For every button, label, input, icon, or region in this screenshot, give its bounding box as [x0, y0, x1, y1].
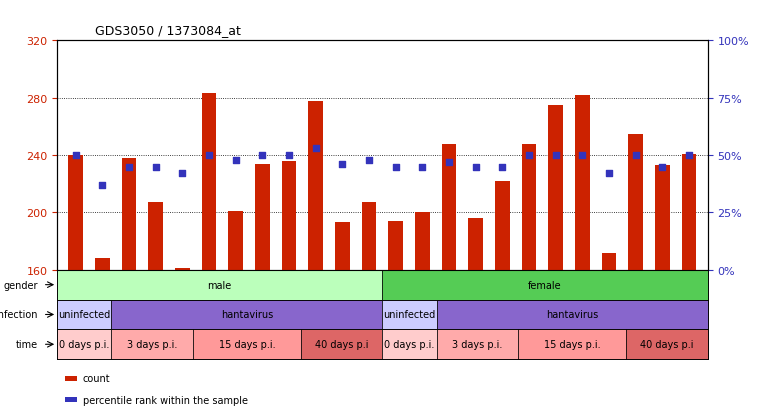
- Text: male: male: [208, 280, 232, 290]
- Text: 0 days p.i.: 0 days p.i.: [59, 339, 110, 349]
- Bar: [437, 300, 708, 330]
- Point: [390, 164, 402, 171]
- Bar: [228, 211, 243, 270]
- Text: GDS3050 / 1373084_at: GDS3050 / 1373084_at: [95, 24, 241, 37]
- Bar: [382, 270, 708, 300]
- Bar: [415, 213, 430, 270]
- Bar: [549, 106, 563, 270]
- Text: time: time: [15, 339, 37, 349]
- Text: female: female: [528, 280, 562, 290]
- Point: [576, 152, 588, 159]
- Bar: [382, 330, 437, 359]
- Bar: [95, 259, 110, 270]
- Point: [256, 152, 269, 159]
- Point: [496, 164, 508, 171]
- Point: [97, 182, 109, 189]
- Text: 15 days p.i.: 15 days p.i.: [218, 339, 275, 349]
- Bar: [388, 221, 403, 270]
- Point: [470, 164, 482, 171]
- Point: [70, 152, 82, 159]
- Bar: [111, 300, 382, 330]
- Bar: [495, 181, 510, 270]
- Bar: [301, 330, 382, 359]
- Point: [150, 164, 162, 171]
- Text: 40 days p.i: 40 days p.i: [640, 339, 694, 349]
- Bar: [57, 270, 382, 300]
- Bar: [175, 269, 189, 270]
- Text: 3 days p.i.: 3 days p.i.: [127, 339, 177, 349]
- Bar: [282, 161, 296, 270]
- Text: 0 days p.i.: 0 days p.i.: [384, 339, 435, 349]
- Bar: [522, 144, 537, 270]
- Text: 40 days p.i: 40 days p.i: [315, 339, 368, 349]
- Text: uninfected: uninfected: [384, 310, 435, 320]
- Text: hantavirus: hantavirus: [221, 310, 273, 320]
- Bar: [437, 330, 518, 359]
- Bar: [122, 159, 136, 270]
- Bar: [193, 330, 301, 359]
- Point: [177, 171, 189, 177]
- Bar: [655, 166, 670, 270]
- Bar: [111, 330, 193, 359]
- Bar: [682, 154, 696, 270]
- Point: [683, 152, 695, 159]
- Text: infection: infection: [0, 310, 37, 320]
- Bar: [575, 96, 590, 270]
- Bar: [441, 144, 457, 270]
- Bar: [202, 94, 216, 270]
- Point: [523, 152, 535, 159]
- Bar: [626, 330, 708, 359]
- Point: [549, 152, 562, 159]
- Point: [336, 161, 349, 168]
- Bar: [629, 134, 643, 270]
- Bar: [518, 330, 626, 359]
- Text: uninfected: uninfected: [58, 310, 110, 320]
- Point: [416, 164, 428, 171]
- Text: gender: gender: [3, 280, 37, 290]
- Point: [603, 171, 615, 177]
- Text: 3 days p.i.: 3 days p.i.: [452, 339, 502, 349]
- Text: count: count: [83, 373, 110, 383]
- Bar: [335, 223, 350, 270]
- Point: [656, 164, 668, 171]
- Point: [283, 152, 295, 159]
- Point: [310, 145, 322, 152]
- Bar: [469, 218, 483, 270]
- Bar: [68, 156, 83, 270]
- Point: [203, 152, 215, 159]
- Bar: [57, 300, 111, 330]
- Text: percentile rank within the sample: percentile rank within the sample: [83, 394, 247, 405]
- Bar: [255, 164, 269, 270]
- Bar: [602, 253, 616, 270]
- Point: [123, 164, 135, 171]
- Bar: [361, 203, 377, 270]
- Bar: [57, 330, 111, 359]
- Point: [363, 157, 375, 164]
- Text: hantavirus: hantavirus: [546, 310, 598, 320]
- Point: [629, 152, 642, 159]
- Point: [443, 159, 455, 166]
- Bar: [148, 203, 163, 270]
- Point: [230, 157, 242, 164]
- Text: 15 days p.i.: 15 days p.i.: [544, 339, 600, 349]
- Bar: [308, 101, 323, 270]
- Bar: [382, 300, 437, 330]
